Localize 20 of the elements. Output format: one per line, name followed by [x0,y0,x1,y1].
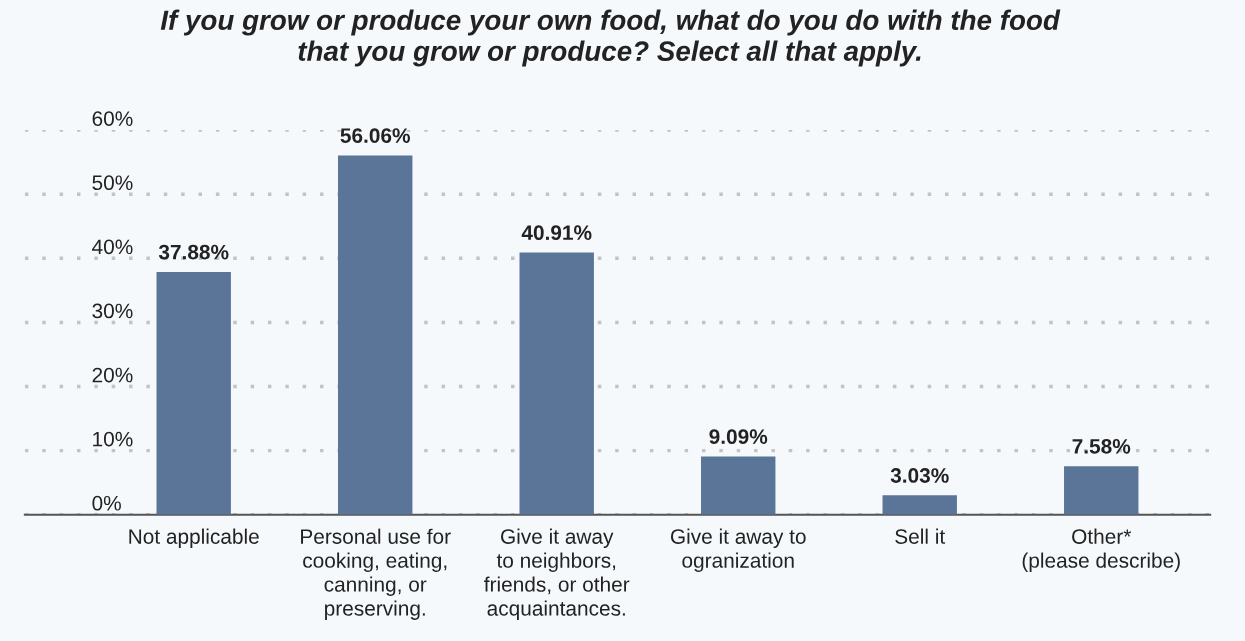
x-tick-label: Other* (please describe) [1022,528,1180,572]
y-tick-label: 30% [92,303,133,319]
x-tick-label: Personal use for cooking, eating, canning, or preserving. [301,528,451,620]
x-tick-label: Give it away to neighbors, friends, or other acquaintances. [484,528,630,620]
x-tick-label: Sell it [895,528,946,544]
data-label: 3.03% [890,468,949,483]
data-label: 9.09% [709,429,768,444]
y-tick-label: 0% [92,495,121,511]
data-label: 7.58% [1072,438,1131,454]
data-label: 37.88% [158,244,229,260]
chart-title: If you grow or produce your own food, what do you do with the food that you grow or produce? Select all that apply. [160,9,1061,67]
y-tick-label: 10% [93,431,133,447]
x-tick-label: Not applicable [129,528,259,549]
y-tick-label: 60% [92,111,133,127]
data-label: 40.91% [521,225,592,241]
y-tick-label: 20% [92,367,133,383]
y-tick-label: 50% [92,175,133,191]
data-label: 56.06% [340,128,410,143]
x-tick-label: Give it away to ogranization [670,528,806,572]
y-tick-label: 40% [92,239,133,255]
